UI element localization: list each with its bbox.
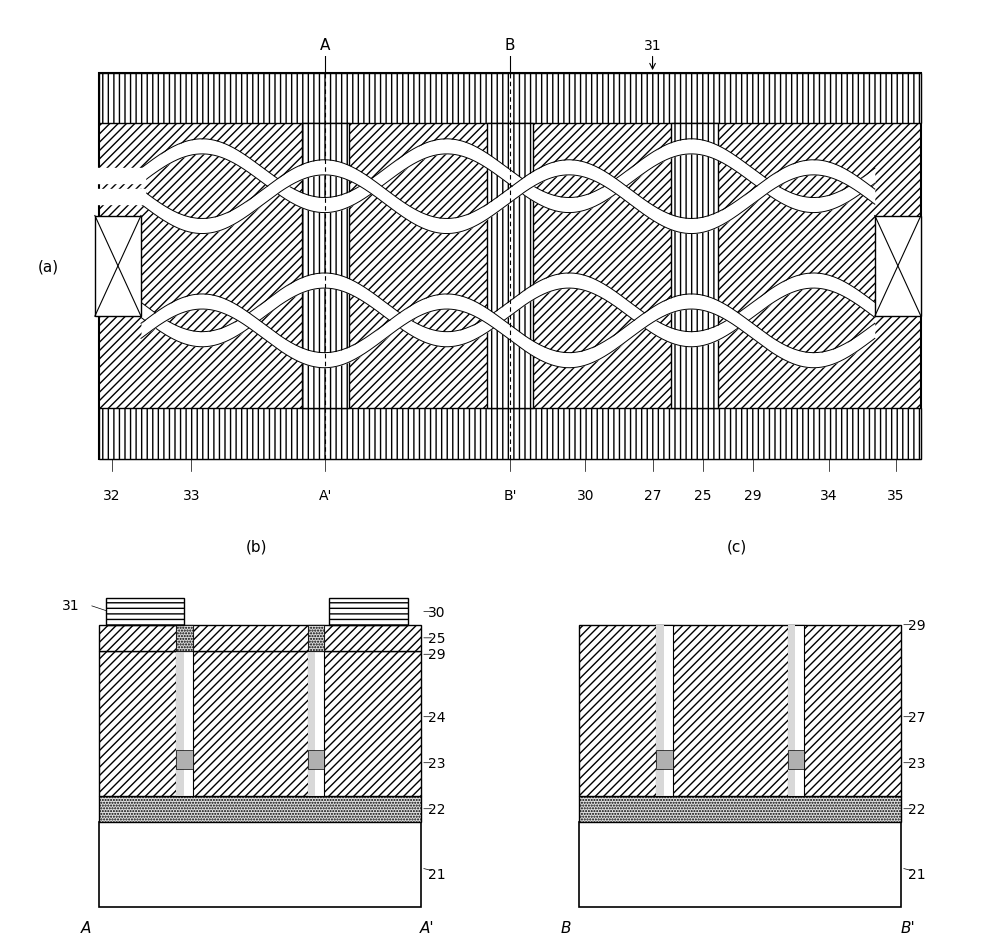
Text: 29: 29 <box>428 647 445 662</box>
Text: 34: 34 <box>820 488 837 503</box>
Bar <box>308 651 315 796</box>
Text: 23: 23 <box>428 756 445 770</box>
Text: 27: 27 <box>644 488 661 503</box>
Text: B': B' <box>503 488 517 503</box>
Bar <box>99 409 921 459</box>
Text: B': B' <box>900 921 915 936</box>
Bar <box>176 750 193 769</box>
Text: 22: 22 <box>908 802 925 816</box>
Text: A: A <box>81 921 91 936</box>
Bar <box>99 651 421 796</box>
Text: A: A <box>320 38 331 53</box>
Text: 32: 32 <box>103 488 120 503</box>
Text: 25: 25 <box>694 488 712 503</box>
Text: 31: 31 <box>644 39 661 53</box>
Bar <box>656 625 673 796</box>
Bar <box>671 124 718 409</box>
Bar <box>788 625 804 796</box>
Bar <box>302 124 349 409</box>
Bar <box>308 625 324 651</box>
Text: 23: 23 <box>908 756 925 770</box>
Bar <box>579 822 901 907</box>
Text: 30: 30 <box>577 488 594 503</box>
Text: 35: 35 <box>887 488 905 503</box>
Text: A': A' <box>420 921 435 936</box>
Bar <box>788 625 795 796</box>
Bar <box>308 651 324 796</box>
Text: 29: 29 <box>908 618 925 632</box>
Text: A': A' <box>319 488 332 503</box>
Text: B: B <box>561 921 571 936</box>
Bar <box>176 625 193 651</box>
Bar <box>656 750 673 769</box>
Text: 30: 30 <box>428 605 445 619</box>
Text: (b): (b) <box>246 539 267 554</box>
Text: B: B <box>505 38 515 53</box>
Bar <box>329 599 408 625</box>
Text: 21: 21 <box>908 867 925 882</box>
Bar <box>95 216 141 317</box>
Text: 31: 31 <box>62 599 79 612</box>
Bar <box>487 124 533 409</box>
Bar <box>99 796 421 822</box>
Bar <box>788 750 804 769</box>
Text: (a): (a) <box>38 259 59 274</box>
Bar <box>875 216 921 317</box>
Bar <box>176 625 193 651</box>
Bar <box>99 822 421 907</box>
Bar <box>176 651 193 796</box>
Text: 29: 29 <box>744 488 762 503</box>
Bar <box>176 651 184 796</box>
Bar <box>579 796 901 822</box>
Text: 22: 22 <box>428 802 445 816</box>
Bar <box>99 625 421 651</box>
Text: (c): (c) <box>727 539 747 554</box>
Text: 33: 33 <box>183 488 200 503</box>
Text: 27: 27 <box>908 710 925 724</box>
Text: 24: 24 <box>428 710 445 724</box>
Bar <box>308 625 324 651</box>
Text: 25: 25 <box>428 631 445 645</box>
Bar <box>308 750 324 769</box>
Text: 21: 21 <box>428 867 445 882</box>
Bar <box>579 625 901 796</box>
Bar <box>99 74 921 124</box>
Bar <box>106 599 184 625</box>
Bar <box>656 625 664 796</box>
